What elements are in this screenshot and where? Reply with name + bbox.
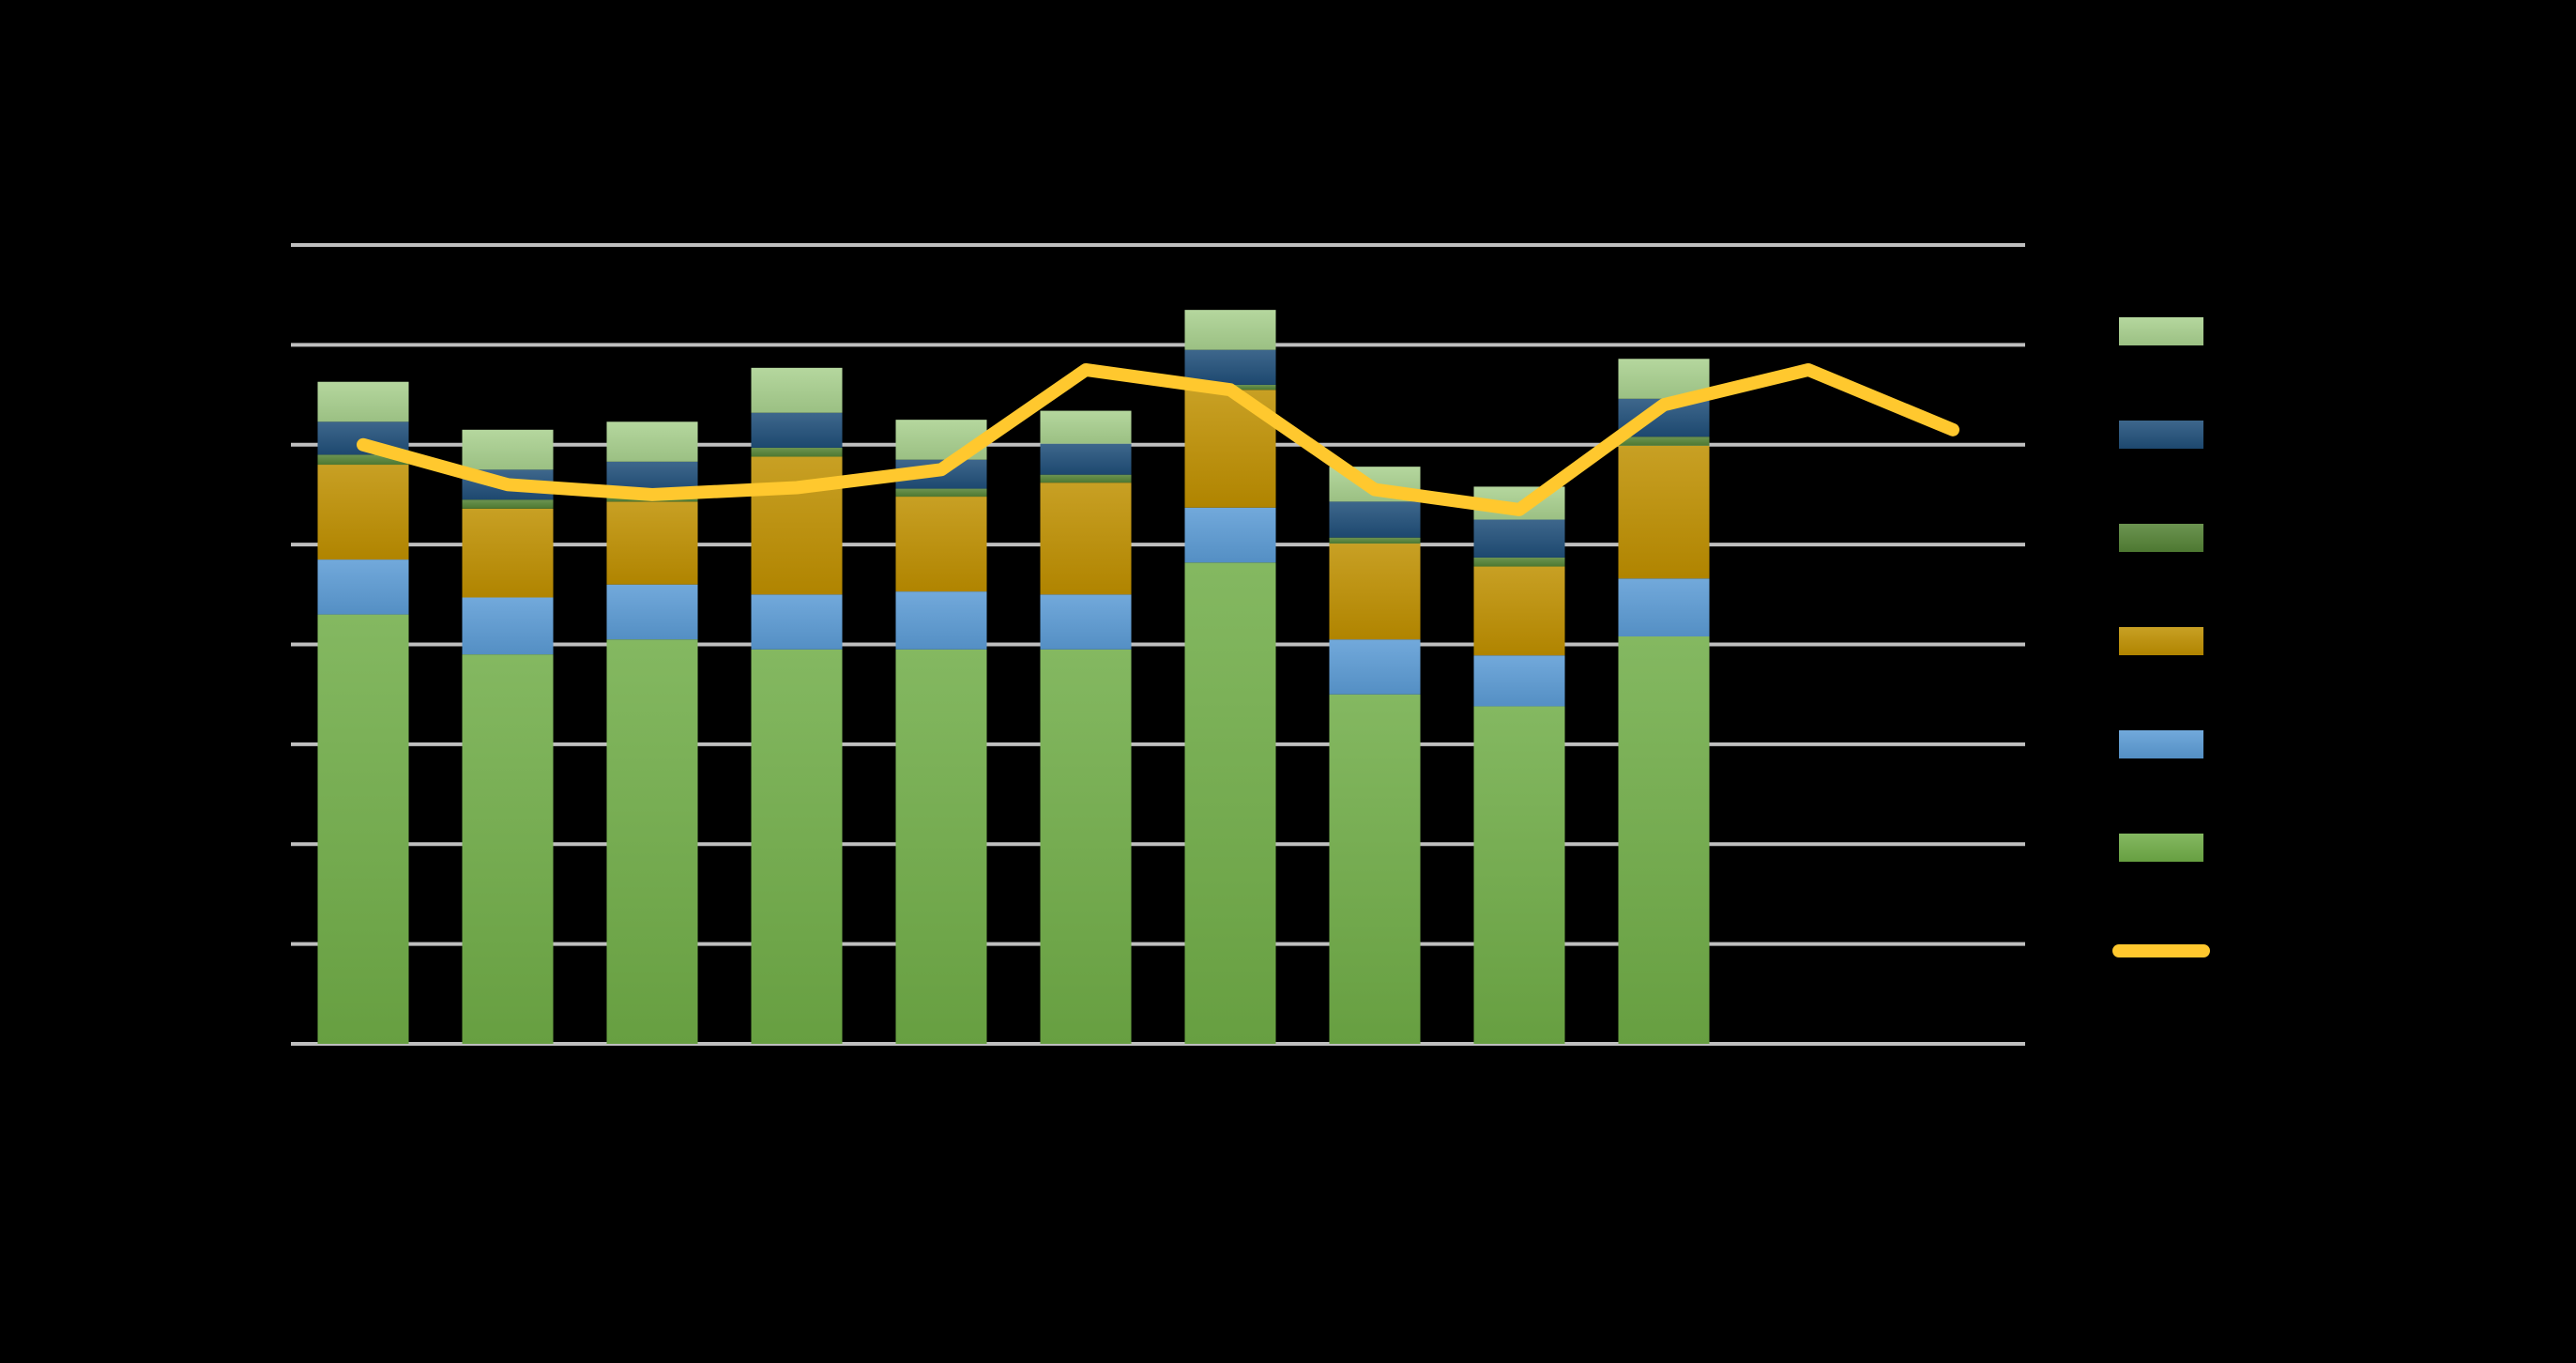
bar-segment [462,597,554,655]
bar-segment [1040,474,1132,483]
bar-segment [895,488,987,498]
bar-segment [317,559,409,615]
bar-segment [1040,410,1132,444]
bar-segment [1618,636,1710,1044]
bar-segment [1040,649,1132,1044]
bar-segment [1618,445,1710,579]
bar-segment [606,584,698,640]
bar-segment [1473,519,1565,558]
bar-segment [606,501,698,585]
bar-segment [317,454,409,466]
bar-segment [1329,501,1421,538]
bar-segment [1618,578,1710,636]
bar-segment [1040,594,1132,650]
bars [317,310,1710,1044]
bar-segment [895,497,987,592]
bar-segment [751,447,843,457]
bar-segment [1329,537,1421,544]
gridlines [291,243,2025,1046]
bar-segment [462,429,554,470]
legend-swatch [2119,627,2203,655]
bar-segment [1184,310,1276,350]
bar-segment [895,649,987,1044]
legend [2112,317,2210,957]
bar-segment [462,654,554,1044]
bar-segment [1473,566,1565,656]
legend-swatch [2119,421,2203,449]
bar-segment [1040,482,1132,595]
bar-segment [751,649,843,1044]
line-series-path [357,362,1959,516]
bar-segment [317,381,409,422]
legend-swatch [2119,524,2203,552]
legend-swatch [2119,317,2203,345]
line-series [357,362,1959,516]
bar-segment [1184,562,1276,1044]
bar-segment [606,421,698,462]
bar-segment [606,639,698,1044]
bar-segment [1473,706,1565,1044]
bar-segment [895,591,987,650]
bar-segment [1040,443,1132,475]
bar-segment [751,594,843,650]
bar-segment [1618,436,1710,446]
bar-segment [1329,639,1421,695]
bar-segment [1473,557,1565,567]
legend-swatch [2119,730,2203,758]
bar-segment [1473,655,1565,707]
bar-segment [462,508,554,598]
bar-segment [317,465,409,560]
bar-segment [462,499,554,509]
bar-segment [751,367,843,413]
bar-segment [1329,544,1421,640]
bar-segment [1184,507,1276,563]
bar-segment [317,614,409,1044]
bar-segment [751,412,843,448]
bar-segment [1329,694,1421,1044]
legend-swatch [2119,834,2203,862]
